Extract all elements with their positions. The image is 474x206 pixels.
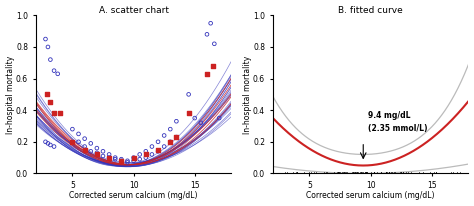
X-axis label: Corrected serum calcium (mg/dL): Corrected serum calcium (mg/dL) [306, 191, 435, 200]
Point [93, 151, 100, 154]
Point [136, 158, 144, 161]
Point [105, 156, 113, 159]
Point [166, 128, 174, 131]
Y-axis label: In-hospital mortality: In-hospital mortality [243, 55, 252, 133]
Point [69, 128, 76, 131]
Point [142, 156, 150, 159]
Point [87, 150, 94, 153]
Point [75, 140, 82, 143]
Point [93, 146, 100, 150]
Point [210, 42, 218, 46]
Point [130, 156, 137, 159]
Point [160, 134, 168, 137]
Point [207, 22, 214, 25]
Point [185, 112, 192, 115]
Point [130, 159, 137, 162]
Text: 9.4 mg/dL: 9.4 mg/dL [368, 111, 410, 120]
Point [50, 145, 58, 148]
Title: A. scatter chart: A. scatter chart [99, 6, 169, 15]
Point [105, 153, 113, 156]
Point [166, 140, 174, 143]
Y-axis label: In-hospital mortality: In-hospital mortality [6, 55, 15, 133]
Point [173, 120, 180, 123]
Point [154, 150, 162, 153]
Point [203, 33, 211, 36]
Point [43, 93, 51, 96]
Point [118, 159, 125, 162]
Point [142, 153, 150, 156]
Title: B. fitted curve: B. fitted curve [338, 6, 403, 15]
Point [173, 135, 180, 139]
Point [111, 156, 119, 159]
Point [87, 142, 94, 145]
Point [142, 150, 150, 153]
Point [173, 135, 180, 139]
Point [130, 156, 137, 159]
Point [105, 156, 113, 159]
Point [50, 112, 58, 115]
Point [118, 159, 125, 162]
Point [99, 154, 107, 158]
Point [154, 140, 162, 143]
Point [166, 140, 174, 143]
X-axis label: Corrected serum calcium (mg/dL): Corrected serum calcium (mg/dL) [69, 191, 198, 200]
Text: (2.35 mmol/L): (2.35 mmol/L) [368, 124, 428, 133]
Point [44, 142, 52, 145]
Point [148, 153, 156, 156]
Point [50, 69, 58, 72]
Point [81, 148, 89, 151]
Point [160, 145, 168, 148]
Point [124, 159, 131, 162]
Point [210, 64, 217, 68]
Point [69, 140, 76, 143]
Point [136, 153, 144, 156]
Point [42, 140, 49, 143]
Point [81, 137, 89, 140]
Point [215, 116, 223, 120]
Point [46, 143, 54, 147]
Point [46, 58, 54, 61]
Point [75, 132, 82, 136]
Point [118, 158, 125, 161]
Point [93, 153, 100, 156]
Point [154, 148, 162, 151]
Point [46, 101, 54, 104]
Point [203, 72, 211, 75]
Point [44, 45, 52, 49]
Point [99, 150, 107, 153]
Point [81, 145, 89, 148]
Point [42, 37, 49, 41]
Point [191, 116, 199, 120]
Point [148, 145, 156, 148]
Point [197, 121, 205, 124]
Point [185, 93, 192, 96]
Point [111, 158, 119, 161]
Point [56, 112, 64, 115]
Point [124, 161, 131, 164]
Point [54, 72, 62, 75]
